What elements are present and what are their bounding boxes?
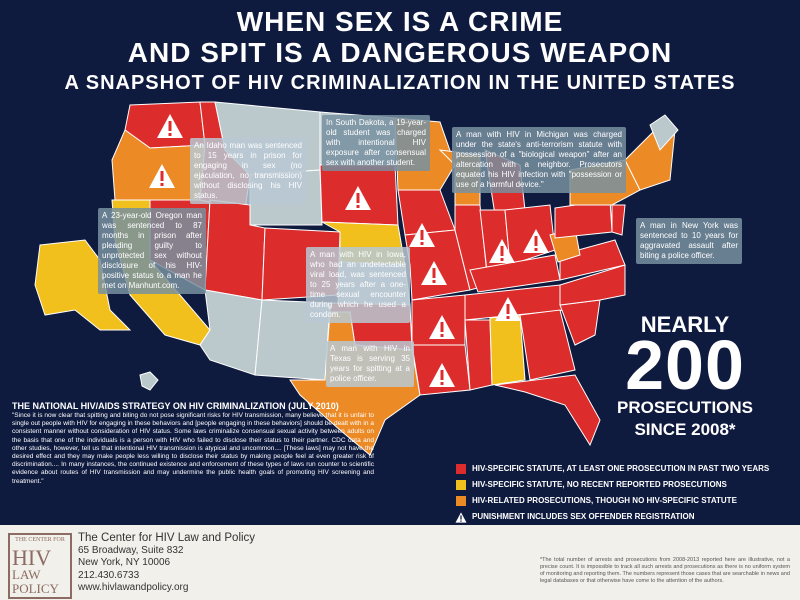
state-florida — [494, 374, 601, 447]
legend: HIV-SPECIFIC STATUTE, AT LEAST ONE PROSE… — [455, 462, 796, 526]
warning-icon — [157, 114, 183, 138]
legend-label: HIV-RELATED PROSECUTIONS, THOUGH NO HIV-… — [472, 496, 737, 505]
state-pennsylvania — [554, 199, 613, 239]
website-link[interactable]: www.hivlawandpolicy.org — [78, 582, 189, 593]
poster: WHEN SEX IS A CRIME AND SPIT IS A DANGER… — [12, 6, 796, 526]
state-alabama — [489, 314, 526, 386]
logo-policy: POLICY — [12, 581, 59, 596]
warning-icon — [421, 261, 447, 285]
title-line-1: WHEN SEX IS A CRIME — [236, 6, 564, 37]
warning-icon — [345, 186, 371, 210]
footer: THE CENTER FOR HIV LAW POLICY The Center… — [0, 525, 800, 600]
quote-title: THE NATIONAL HIV/AIDS STRATEGY ON HIV CR… — [12, 401, 339, 411]
state-virginia — [559, 239, 626, 281]
legend-swatch — [456, 480, 466, 490]
logo-top: THE CENTER FOR — [15, 537, 65, 543]
warning-icon — [455, 512, 467, 523]
count-since: SINCE 2008* — [634, 420, 736, 439]
count-nearly: NEARLY — [640, 312, 730, 337]
count-prosecutions: PROSECUTIONS — [616, 398, 754, 417]
state-alaska — [34, 239, 132, 331]
warning-icon — [429, 315, 455, 339]
quote-text: "Since it is now clear that spitting and… — [12, 412, 374, 485]
legend-label: PUNISHMENT INCLUDES SEX OFFENDER REGISTR… — [472, 512, 695, 521]
state-georgia — [519, 309, 576, 381]
callout-south-dakota: In South Dakota, a 19-year-old student w… — [322, 115, 430, 171]
legend-item: PUNISHMENT INCLUDES SEX OFFENDER REGISTR… — [455, 510, 796, 526]
state-north-carolina — [559, 264, 626, 306]
warning-icon — [429, 363, 455, 387]
legend-swatch — [456, 496, 466, 506]
legend-label: HIV-SPECIFIC STATUTE, NO RECENT REPORTED… — [472, 480, 727, 489]
subtitle: A SNAPSHOT OF HIV CRIMINALIZATION IN THE… — [64, 72, 736, 94]
warning-icon — [149, 164, 175, 188]
state-arizona — [199, 289, 263, 376]
warning-icon — [489, 239, 515, 263]
logo-law: LAW — [12, 567, 41, 582]
logo: THE CENTER FOR HIV LAW POLICY — [8, 533, 72, 599]
legend-item: HIV-SPECIFIC STATUTE, NO RECENT REPORTED… — [456, 478, 796, 494]
callout-michigan: A man with HIV in Michigan was charged u… — [452, 127, 626, 193]
warning-icon — [495, 297, 521, 321]
legend-item: HIV-RELATED PROSECUTIONS, THOUGH NO HIV-… — [456, 494, 796, 510]
address-line-2: New York, NY 10006 — [78, 557, 171, 568]
address-block: The Center for HIV Law and Policy 65 Bro… — [78, 532, 255, 595]
legend-label: HIV-SPECIFIC STATUTE, AT LEAST ONE PROSE… — [472, 464, 770, 473]
org-name: The Center for HIV Law and Policy — [78, 532, 256, 544]
callout-new-york: A man in New York was sentenced to 10 ye… — [636, 218, 742, 264]
warning-icon — [523, 229, 549, 253]
address-line-1: 65 Broadway, Suite 832 — [78, 544, 184, 556]
state-mississippi — [464, 319, 493, 391]
logo-hiv: HIV — [12, 545, 52, 570]
state-hawaii — [139, 371, 159, 391]
callout-texas: A man with HIV in Texas is serving 35 ye… — [326, 341, 414, 387]
title-line-2: AND SPIT IS A DANGEROUS WEAPON — [127, 37, 673, 68]
state-new-jersey — [611, 204, 626, 236]
count-number: 200 — [625, 326, 745, 404]
callout-iowa: A man with HIV in Iowa, who had an undet… — [306, 247, 410, 323]
state-maine — [649, 114, 679, 151]
warning-icon — [409, 223, 435, 247]
footnote: *The total number of arrests and prosecu… — [540, 557, 790, 584]
legend-item: HIV-SPECIFIC STATUTE, AT LEAST ONE PROSE… — [456, 462, 796, 478]
legend-swatch — [456, 464, 466, 474]
callout-oregon: A 23-year-old Oregon man was sentenced t… — [98, 208, 206, 294]
callout-idaho: An Idaho man was sentenced to 15 years i… — [190, 138, 306, 204]
phone: 212.430.6733 — [78, 569, 140, 581]
